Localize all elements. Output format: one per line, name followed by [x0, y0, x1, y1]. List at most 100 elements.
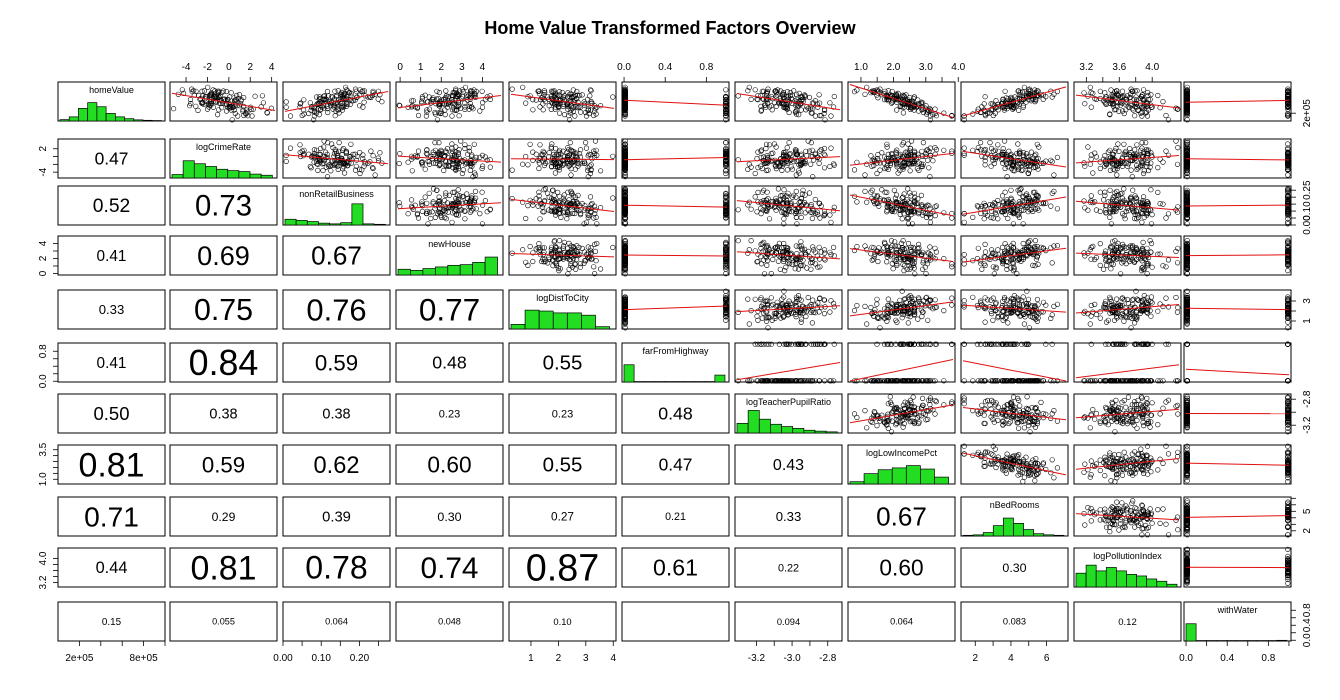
scatter-point: [422, 166, 428, 172]
scatter-point: [890, 266, 896, 272]
scatter-point: [469, 104, 475, 110]
scatter-point: [1097, 189, 1103, 195]
scatter-point: [530, 149, 536, 155]
scatter-point: [1115, 240, 1121, 246]
scatter-point: [237, 103, 243, 109]
scatter-point: [472, 188, 479, 194]
scatter-point: [793, 243, 799, 249]
smoother-line: [623, 204, 728, 208]
scatter-point: [548, 88, 555, 94]
scatter-point: [311, 117, 317, 123]
scatter-point: [622, 109, 628, 115]
scatter-point: [1028, 149, 1034, 155]
scatter-point: [1139, 219, 1145, 225]
scatter-point: [919, 148, 925, 154]
scatter-point: [1100, 266, 1107, 272]
panel-r0-c5: [621, 81, 730, 123]
correlation-value: 0.77: [419, 292, 480, 328]
smoother-line: [849, 84, 954, 118]
scatter-point: [920, 109, 927, 116]
scatter-point: [1140, 239, 1146, 245]
scatter-point: [525, 162, 531, 168]
scatter-point: [197, 96, 203, 102]
scatter-point: [802, 93, 808, 99]
variable-label-nonRetailBusiness: nonRetailBusiness: [299, 189, 374, 199]
scatter-point: [466, 92, 472, 98]
scatter-point: [758, 93, 764, 99]
scatter-point: [442, 111, 448, 118]
scatter-point: [591, 264, 597, 270]
scatter-point: [831, 162, 837, 168]
scatter-point: [551, 192, 557, 198]
correlation-value: 0.52: [93, 196, 131, 217]
scatter-point: [930, 158, 936, 164]
scatter-point: [249, 113, 255, 119]
scatter-point: [571, 93, 577, 100]
histogram-bar: [397, 268, 411, 276]
panel-r2-c10: [1183, 185, 1292, 227]
scatter-point: [241, 103, 247, 109]
scatter-point: [987, 202, 993, 208]
scatter-point: [1097, 88, 1103, 94]
scatter-point: [546, 150, 552, 156]
scatter-point: [370, 90, 376, 96]
panel-r4-c0: 0.33: [57, 289, 166, 330]
scatter-point: [525, 203, 531, 209]
scatter-point: [1155, 165, 1161, 171]
scatter-point: [415, 112, 422, 119]
scatter-point: [893, 93, 900, 99]
scatter-point: [854, 87, 860, 93]
scatter-point: [361, 99, 367, 105]
scatter-point: [995, 251, 1001, 258]
scatter-point: [766, 216, 773, 222]
scatter-point: [348, 93, 354, 99]
scatter-point: [565, 90, 571, 96]
scatter-point: [467, 91, 474, 97]
scatter-point: [784, 89, 791, 95]
histogram-bar: [351, 203, 364, 226]
scatter-point: [1082, 253, 1088, 259]
scatter-point: [339, 92, 345, 98]
scatter-point: [422, 194, 428, 200]
scatter-point: [908, 104, 914, 110]
histogram-bar: [410, 270, 424, 276]
scatter-point: [795, 266, 802, 272]
scatter-point: [229, 117, 235, 123]
panel-r2-c1: 0.73: [169, 185, 278, 226]
scatter-point: [213, 93, 219, 100]
scatter-point: [482, 198, 489, 204]
scatter-point: [568, 107, 574, 113]
scatter-point: [1149, 212, 1155, 218]
panel-r0-c10: [1183, 81, 1292, 123]
panel-frame: [282, 81, 391, 122]
scatter-point: [473, 154, 479, 160]
scatter-point: [428, 215, 434, 222]
scatter-point: [537, 104, 543, 110]
scatter-point: [1148, 240, 1155, 247]
histogram-bar: [87, 102, 98, 122]
scatter-point: [325, 93, 332, 99]
scatter-point: [372, 172, 378, 178]
scatter-point: [1134, 142, 1140, 148]
scatter-point: [332, 113, 338, 119]
scatter-point: [794, 251, 800, 257]
scatter-point: [911, 107, 917, 113]
scatter-point: [301, 97, 307, 103]
correlation-value: 0.73: [195, 191, 252, 223]
smoother-line: [1185, 254, 1290, 257]
panel-r1-c5: [621, 138, 730, 180]
scatter-point: [576, 104, 582, 110]
scatter-point: [1090, 170, 1096, 176]
scatter-point: [439, 100, 446, 106]
scatter-point: [1145, 157, 1151, 163]
scatter-point: [555, 101, 562, 107]
scatter-point: [179, 87, 185, 93]
scatter-point: [759, 88, 765, 94]
scatter-point: [375, 96, 381, 102]
scatter-point: [862, 91, 868, 97]
scatter-point: [927, 113, 934, 119]
scatter-point: [821, 256, 827, 262]
scatter-point: [1048, 157, 1054, 163]
scatter-point: [436, 89, 443, 96]
smoother-line: [510, 158, 615, 161]
